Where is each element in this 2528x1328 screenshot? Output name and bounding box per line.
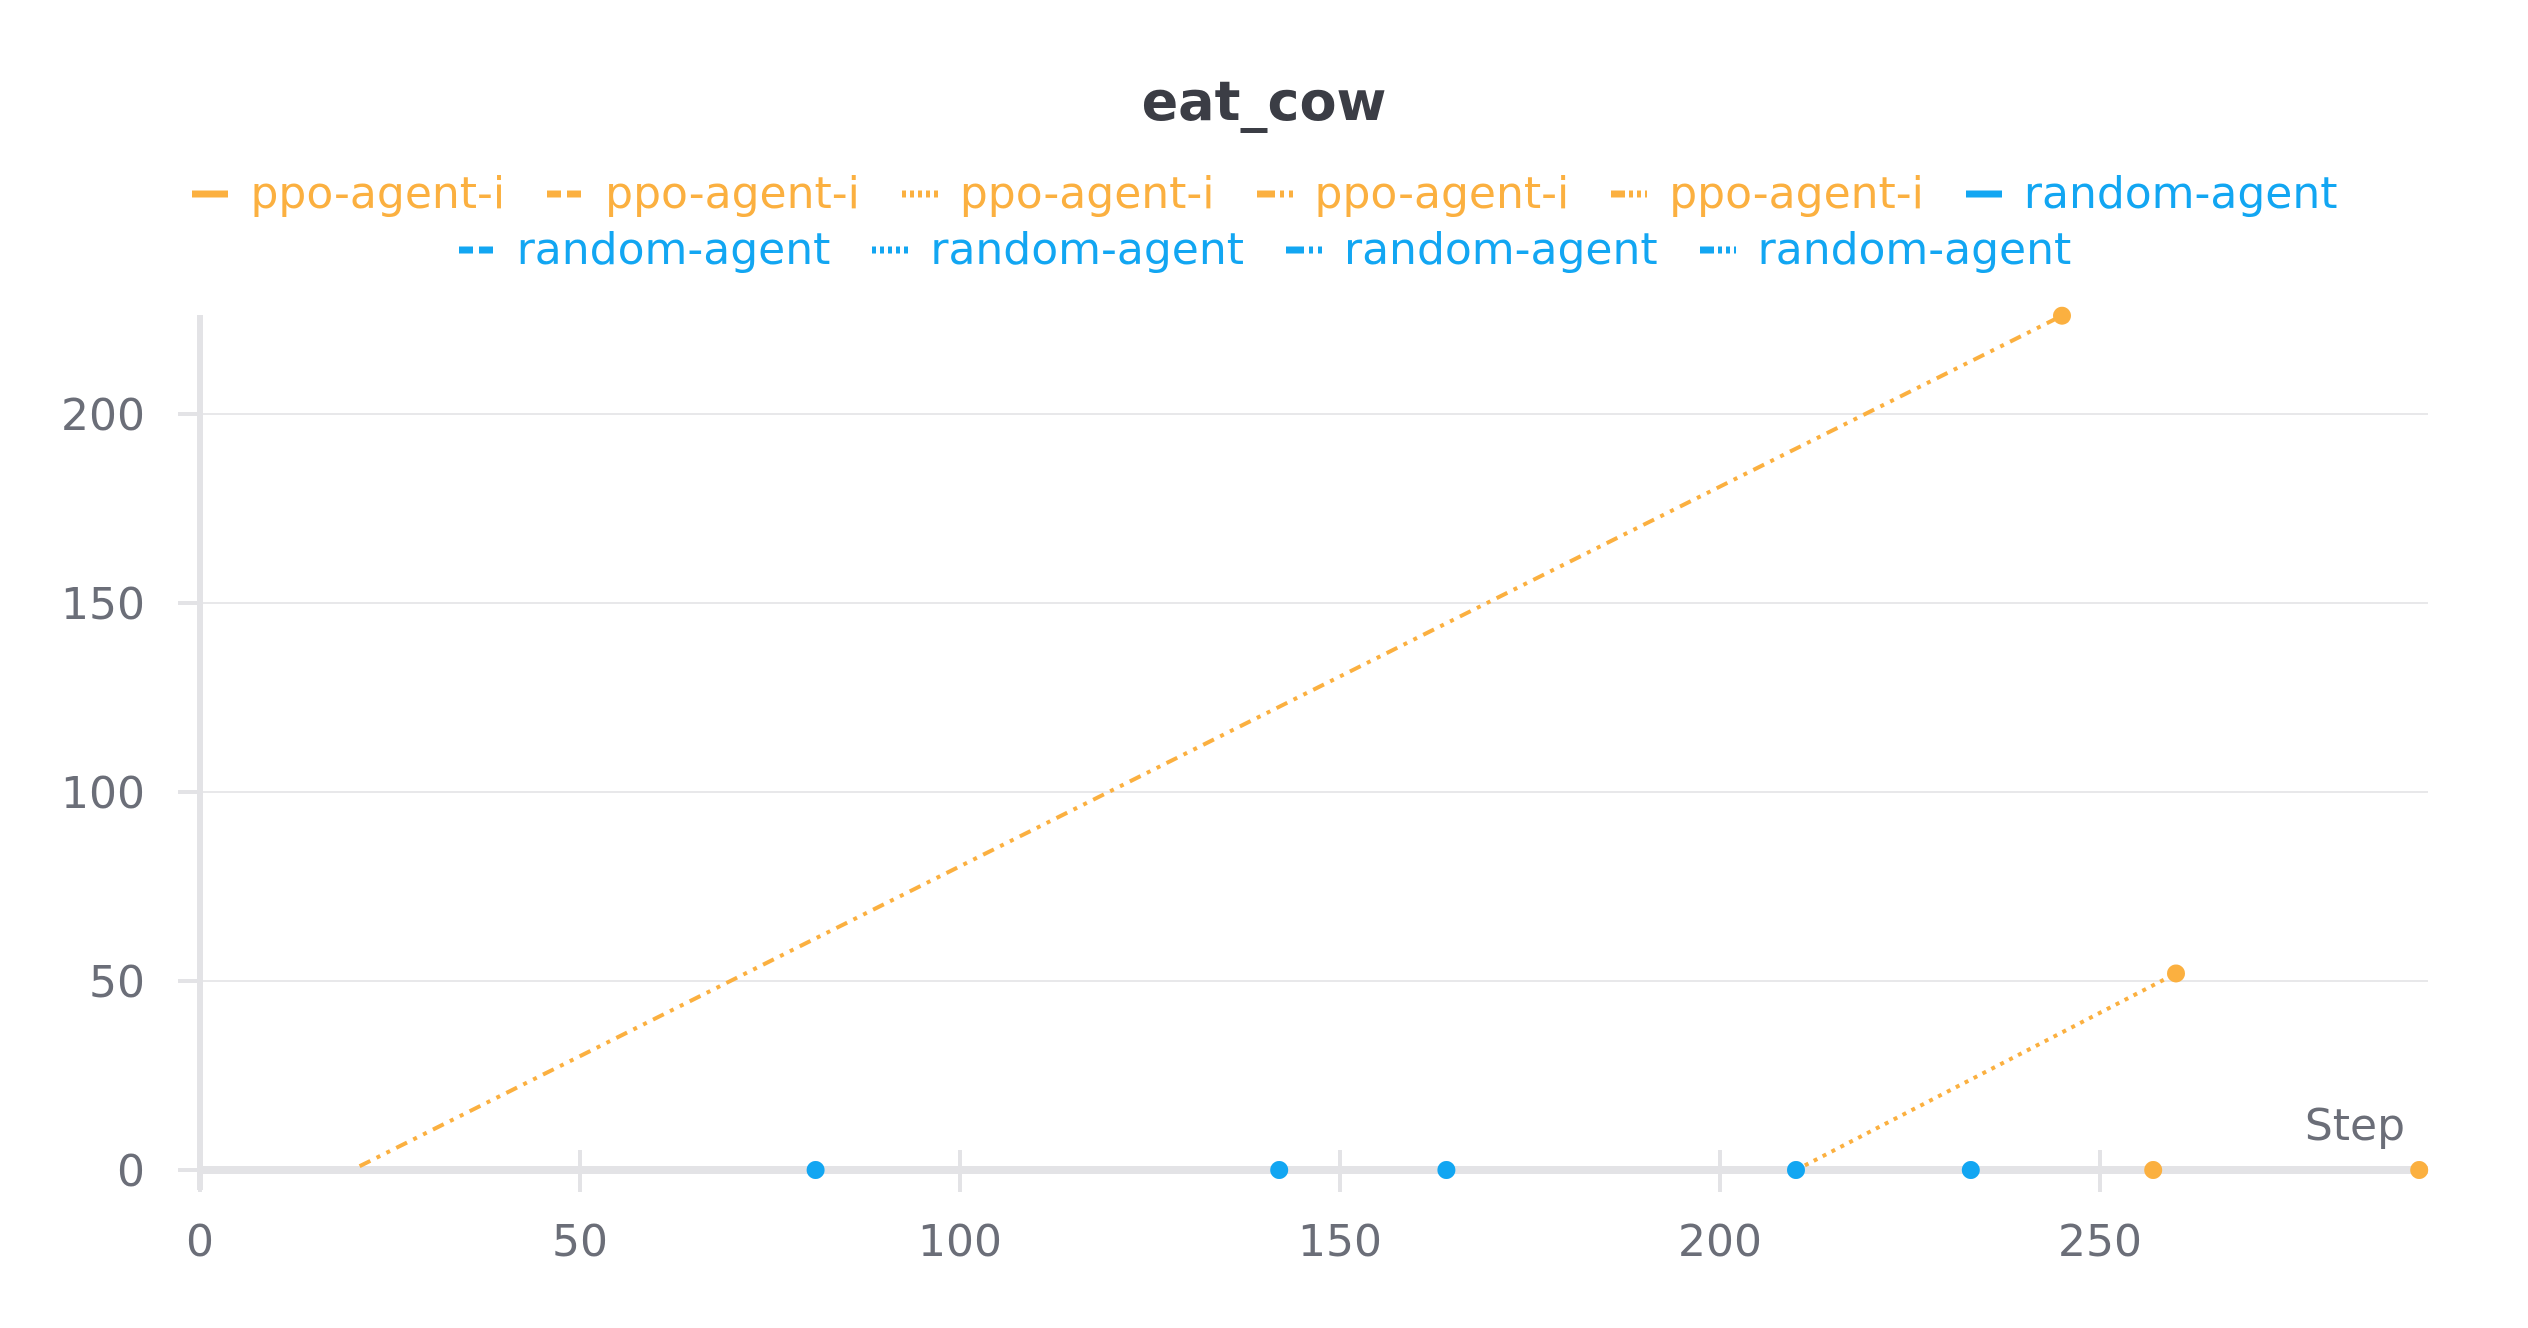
series-point	[2167, 964, 2185, 983]
legend-label: random-agent	[1344, 224, 1658, 275]
series-line	[358, 313, 2063, 1169]
chart-title: eat_cow	[1141, 70, 1387, 133]
x-axis-title: Step	[2305, 1100, 2405, 1151]
x-tick-label: 150	[1298, 1216, 1382, 1267]
legend-item: random-agent	[870, 224, 1244, 275]
legend-item: ppo-agent-i	[1609, 168, 1924, 219]
x-tick-label: 0	[186, 1216, 214, 1267]
legend-item: ppo-agent-i	[190, 168, 505, 219]
y-tick-label: 100	[61, 768, 145, 819]
legend-swatch	[1256, 190, 1293, 197]
legend-label: ppo-agent-i	[250, 168, 506, 219]
legend-swatch	[1965, 190, 2002, 197]
legend-label: random-agent	[1757, 224, 2072, 275]
legend-swatch	[901, 190, 938, 197]
series-point	[1270, 1161, 1289, 1179]
legend-swatch	[547, 190, 584, 197]
legend-label: random-agent	[930, 224, 1244, 275]
legend-row: random-agent random-agent random-agent rand…	[0, 224, 2528, 275]
x-tick-label: 50	[552, 1216, 608, 1267]
series-line	[1795, 971, 2177, 1172]
series-point	[2053, 306, 2071, 325]
series-point	[1787, 1161, 1805, 1179]
legend-item: ppo-agent-i	[1255, 168, 1570, 219]
legend-label: ppo-agent-i	[959, 168, 1215, 219]
y-tick-label: 200	[61, 390, 145, 441]
legend-label: ppo-agent-i	[1669, 168, 1924, 219]
legend-swatch	[192, 190, 229, 197]
legend-label: ppo-agent-i	[1314, 168, 1570, 219]
series-point	[2410, 1161, 2429, 1179]
series-point	[1961, 1161, 1980, 1179]
legend-item: random-agent	[1964, 168, 2338, 219]
series-point	[2144, 1161, 2163, 1179]
x-tick-label: 100	[918, 1216, 1002, 1267]
legend-item: random-agent	[1698, 224, 2072, 275]
legend-swatch	[458, 246, 495, 253]
legend-item: ppo-agent-i	[545, 168, 860, 219]
legend-swatch	[1611, 190, 1648, 197]
series-point	[806, 1161, 825, 1179]
y-tick-label: 150	[61, 579, 145, 630]
series-point	[1437, 1161, 1456, 1179]
x-tick-label: 250	[2058, 1216, 2142, 1267]
legend-item: random-agent	[457, 224, 831, 275]
legend-label: ppo-agent-i	[605, 168, 860, 219]
legend-swatch	[872, 246, 909, 253]
legend-row: ppo-agent-i ppo-agent-i ppo-agent-i ppo-age…	[0, 168, 2528, 219]
x-tick-label: 200	[1678, 1216, 1762, 1267]
legend-swatch	[1286, 246, 1322, 253]
legend-item: random-agent	[1284, 224, 1658, 275]
legend-label: random-agent	[516, 224, 831, 275]
legend-item: ppo-agent-i	[900, 168, 1215, 219]
y-tick-label: 0	[117, 1146, 145, 1197]
y-tick-label: 50	[89, 957, 145, 1008]
legend-label: random-agent	[2023, 168, 2338, 219]
legend-swatch	[1699, 246, 1736, 253]
